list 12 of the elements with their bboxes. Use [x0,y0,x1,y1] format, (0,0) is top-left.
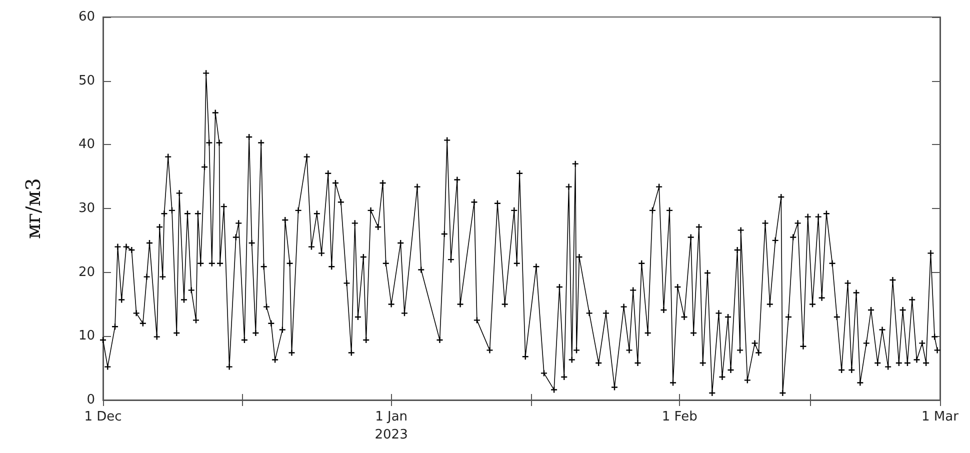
x-tick-label: 1 Jan 2023 [374,410,408,442]
x-tick-label: 1 Feb [662,410,698,424]
y-tick-label: 40 [78,137,95,152]
x-tick-label: 1 Dec [84,410,122,424]
x-tick-label: 1 Mar [922,410,960,424]
y-tick-label: 20 [78,264,95,280]
y-axis-title: мг/м3 [21,178,45,240]
y-tick-label: 30 [78,201,95,216]
y-tick-label: 0 [86,392,95,408]
y-tick-label: 10 [78,328,95,344]
y-tick-label: 60 [78,10,95,24]
y-tick-label: 50 [78,73,95,88]
